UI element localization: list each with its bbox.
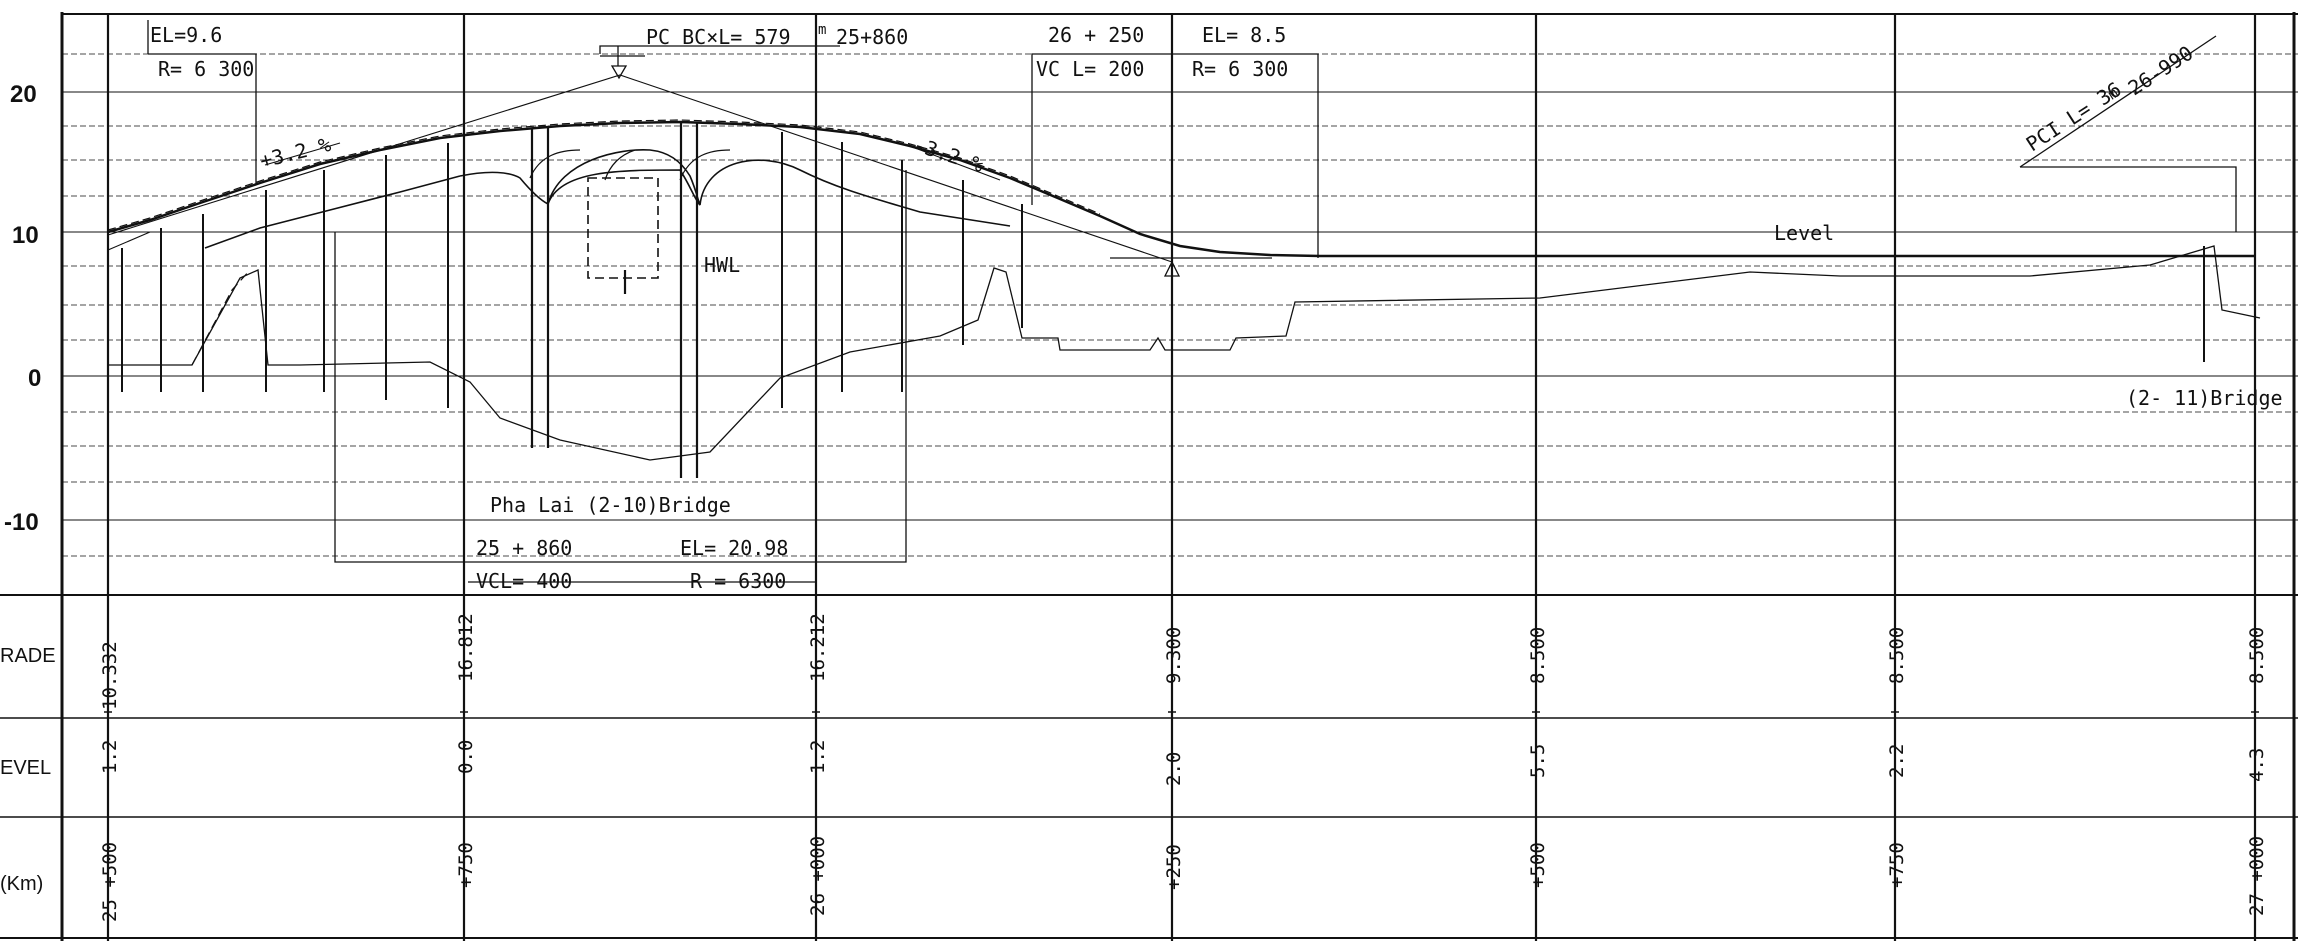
- km-value: 25 +500: [99, 842, 121, 922]
- km-value: +250: [1163, 844, 1185, 890]
- grade-line: [107, 74, 2255, 263]
- km-value: +500: [1527, 842, 1549, 888]
- frame: [0, 12, 2298, 941]
- right-station-label: 26 + 250: [1048, 23, 1144, 47]
- bridge-structure: [121, 122, 1023, 478]
- left-r-label: R= 6 300: [158, 57, 254, 81]
- table-row-labels: RADE EVEL (Km): [0, 645, 56, 895]
- station-lines: [106, 14, 2257, 941]
- callouts: [147, 20, 2217, 592]
- level-value: 2.2: [1886, 744, 1908, 778]
- right-el-label: EL= 8.5: [1202, 23, 1286, 47]
- top-pc-label: PC BC×L= 579: [646, 25, 791, 49]
- top-station-label: 25+860: [836, 25, 908, 49]
- grade-value: 8.500: [1886, 627, 1908, 684]
- grade-value: 9.300: [1163, 627, 1185, 684]
- pci-station-label: 26-990: [2124, 41, 2198, 100]
- level-value: 5.5: [1527, 744, 1549, 778]
- right-bridge-label: (2- 11)Bridge: [2126, 386, 2283, 410]
- main-station-label: 25 + 860: [476, 536, 572, 560]
- main-vcl-label: VCL= 400: [476, 569, 572, 593]
- row-label-grade: RADE: [0, 645, 56, 667]
- level-value: 1.2: [807, 740, 829, 774]
- ground-profile: [108, 166, 2261, 461]
- top-m-label: m: [818, 22, 826, 38]
- grade-value: 10.332: [99, 641, 121, 710]
- grade-up-label: +3.2 %: [257, 132, 333, 173]
- y-tick-label: 0: [28, 365, 41, 392]
- right-r-label: R= 6 300: [1192, 57, 1288, 81]
- y-tick-label: 10: [12, 222, 39, 249]
- km-value: +750: [455, 842, 477, 888]
- main-r-label: R = 6300: [690, 569, 786, 593]
- level-label: Level: [1774, 221, 1834, 245]
- km-value: 27 +000: [2246, 836, 2268, 916]
- grade-down-label: -3.2 %: [910, 132, 986, 177]
- right-vcl-label: VC L= 200: [1036, 57, 1144, 81]
- y-tick-label: 20: [10, 81, 37, 108]
- row-label-km: (Km): [0, 873, 43, 895]
- table-values: 10.332 16.812 16.212 9.300 8.500 8.500 8…: [99, 613, 2268, 922]
- row-label-level: EVEL: [0, 757, 51, 779]
- y-axis: 20 10 0 -10: [4, 81, 41, 536]
- km-value: 26 +000: [807, 836, 829, 916]
- level-value: 4.3: [2246, 748, 2268, 782]
- grade-value: 8.500: [1527, 627, 1549, 684]
- grade-value: 16.812: [455, 613, 477, 682]
- level-value: 0.0: [455, 740, 477, 774]
- grade-value: 8.500: [2246, 627, 2268, 684]
- level-value: 1.2: [99, 740, 121, 774]
- y-tick-label: -10: [4, 509, 39, 536]
- main-el-label: EL= 20.98: [680, 536, 788, 560]
- level-value: 2.0: [1163, 752, 1185, 786]
- left-el-label: EL=9.6: [150, 23, 222, 47]
- km-value: +750: [1886, 842, 1908, 888]
- grade-value: 16.212: [807, 613, 829, 682]
- hwl-label: HWL: [704, 253, 740, 277]
- elevation-gridlines: [62, 53, 2298, 557]
- annotations: EL=9.6 R= 6 300 PC BC×L= 579 m 25+860 +3…: [150, 22, 2283, 593]
- main-bridge-label: Pha Lai (2-10)Bridge: [490, 493, 731, 517]
